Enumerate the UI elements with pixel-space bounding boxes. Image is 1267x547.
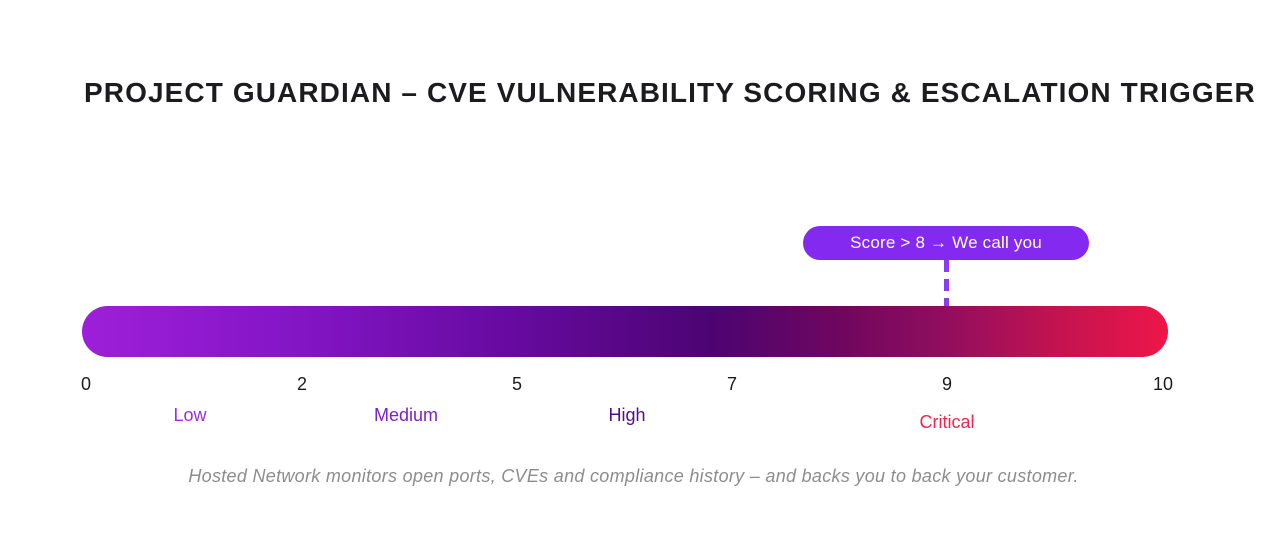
axis-tick-label-5: 5: [511, 374, 523, 394]
axis-tick-label-10: 10: [1152, 374, 1174, 394]
footer-caption: Hosted Network monitors open ports, CVEs…: [188, 466, 1079, 486]
page-title: PROJECT GUARDIAN – CVE VULNERABILITY SCO…: [84, 77, 1256, 108]
escalation-callout-badge: Score > 8 → We call you: [803, 226, 1089, 260]
axis-tick-label-7: 7: [726, 374, 738, 394]
severity-label-high: High: [608, 405, 646, 425]
severity-label-medium: Medium: [373, 405, 439, 425]
escalation-callout-label: Score > 8 → We call you: [850, 233, 1042, 252]
severity-label-low: Low: [173, 405, 207, 425]
axis-tick-label-9: 9: [941, 374, 953, 394]
severity-gradient-bar: [82, 306, 1168, 357]
axis-tick-label-0: 0: [80, 374, 92, 394]
axis-tick-label-2: 2: [296, 374, 308, 394]
severity-label-critical: Critical: [919, 412, 975, 432]
